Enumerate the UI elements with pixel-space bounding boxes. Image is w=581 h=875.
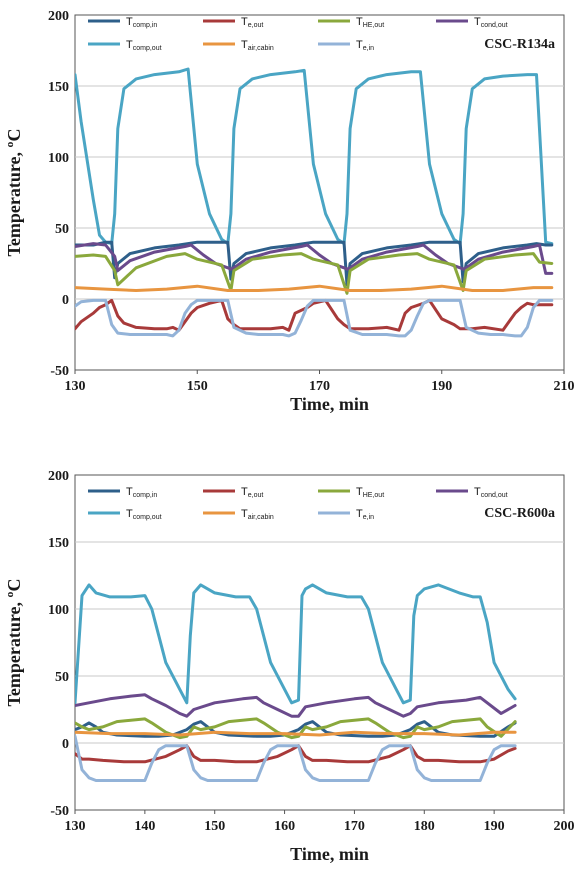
series-line-t-he-out [75,717,517,740]
x-tick-label: 170 [344,819,365,834]
y-tick-label: 50 [55,670,69,685]
y-axis-title: Temperature, ºC [4,579,24,707]
legend-label: Tcond,out [474,16,508,29]
legend-label: Tcomp,out [126,508,162,521]
x-axis-title: Time, min [290,844,369,864]
legend-label: Tcomp,out [126,39,162,52]
series-line-t-e-in [75,298,554,338]
x-tick-label: 210 [554,379,575,394]
y-tick-label: 150 [48,80,69,95]
legend-entry-t-cond-out: Tcond,out [436,16,508,29]
x-tick-label: 140 [134,819,155,834]
x-tick-label: 190 [431,379,452,394]
legend-entry-t-comp-in: Tcomp,in [88,16,157,29]
legend-entry-t-comp-in: Tcomp,in [88,486,157,499]
y-tick-label: 150 [48,536,69,551]
legend-label: Te,out [241,486,263,499]
series-line-t-e-out [75,744,517,764]
legend-label: Tcomp,in [126,486,157,499]
legend-label: Te,out [241,16,263,29]
series-group [75,67,554,338]
y-tick-label: 100 [48,151,69,166]
panel-label: CSC-R134a [484,37,555,52]
x-tick-label: 150 [187,379,208,394]
legend-entry-t-air-cabin: Tair,cabin [203,508,274,521]
series-line-t-comp-out [75,583,517,705]
x-tick-label: 190 [484,819,505,834]
x-tick-label: 160 [274,819,295,834]
legend: Tcomp,in Te,out THE,out Tcond,out Tcomp,out T… [88,16,508,52]
legend-label: THE,out [356,16,384,29]
legend-label: Tcomp,in [126,16,157,29]
y-tick-label: -50 [50,364,69,379]
series-line-t-air-cabin [75,730,517,737]
legend-entry-t-e-in: Te,in [318,508,374,521]
y-tick-label: -50 [50,804,69,819]
legend: Tcomp,in Te,out THE,out Tcond,out Tcomp,out T… [88,486,508,521]
series-line-t-cond-out [75,693,517,718]
legend-label: Tair,cabin [241,39,274,52]
legend-label: THE,out [356,486,384,499]
legend-entry-t-e-out: Te,out [203,16,263,29]
y-tick-label: 200 [48,469,69,484]
legend-label: Te,in [356,39,374,52]
y-tick-label: 0 [62,737,69,752]
series-line-t-comp-out [75,67,554,246]
legend-label: Te,in [356,508,374,521]
legend-entry-t-air-cabin: Tair,cabin [203,39,274,52]
chart-panel-1: -50 0 50 100 150 200 130 150 170 190 210 Time, min T… [4,9,575,414]
series-line-t-e-out [75,298,554,332]
series-line-t-air-cabin [75,284,554,292]
legend-entry-t-comp-out: Tcomp,out [88,508,162,521]
legend-label: Tcond,out [474,486,508,499]
x-tick-label: 170 [309,379,330,394]
legend-entry-t-he-out: THE,out [318,486,384,499]
series-group [75,583,517,782]
x-tick-label: 180 [414,819,435,834]
x-tick-label: 150 [204,819,225,834]
legend-label: Tair,cabin [241,508,274,521]
legend-entry-t-he-out: THE,out [318,16,384,29]
x-axis-title: Time, min [290,394,369,414]
series-line-t-he-out [75,252,554,295]
panel-label: CSC-R600a [484,506,555,521]
y-tick-label: 50 [55,222,69,237]
legend-entry-t-cond-out: Tcond,out [436,486,508,499]
series-line-t-e-in [75,734,517,782]
x-tick-label: 200 [554,819,575,834]
x-tick-label: 130 [65,819,86,834]
y-tick-label: 0 [62,293,69,308]
y-tick-label: 100 [48,603,69,618]
legend-entry-t-e-out: Te,out [203,486,263,499]
legend-entry-t-comp-out: Tcomp,out [88,39,162,52]
y-axis-title: Temperature, ºC [4,129,24,257]
legend-entry-t-e-in: Te,in [318,39,374,52]
x-tick-label: 130 [65,379,86,394]
series-line-t-cond-out [75,242,554,275]
y-tick-label: 200 [48,9,69,24]
plot-frame [74,474,565,811]
chart-panel-2: -50 0 50 100 150 200 130 140 150 160 170 180 190 200 T… [4,469,575,864]
